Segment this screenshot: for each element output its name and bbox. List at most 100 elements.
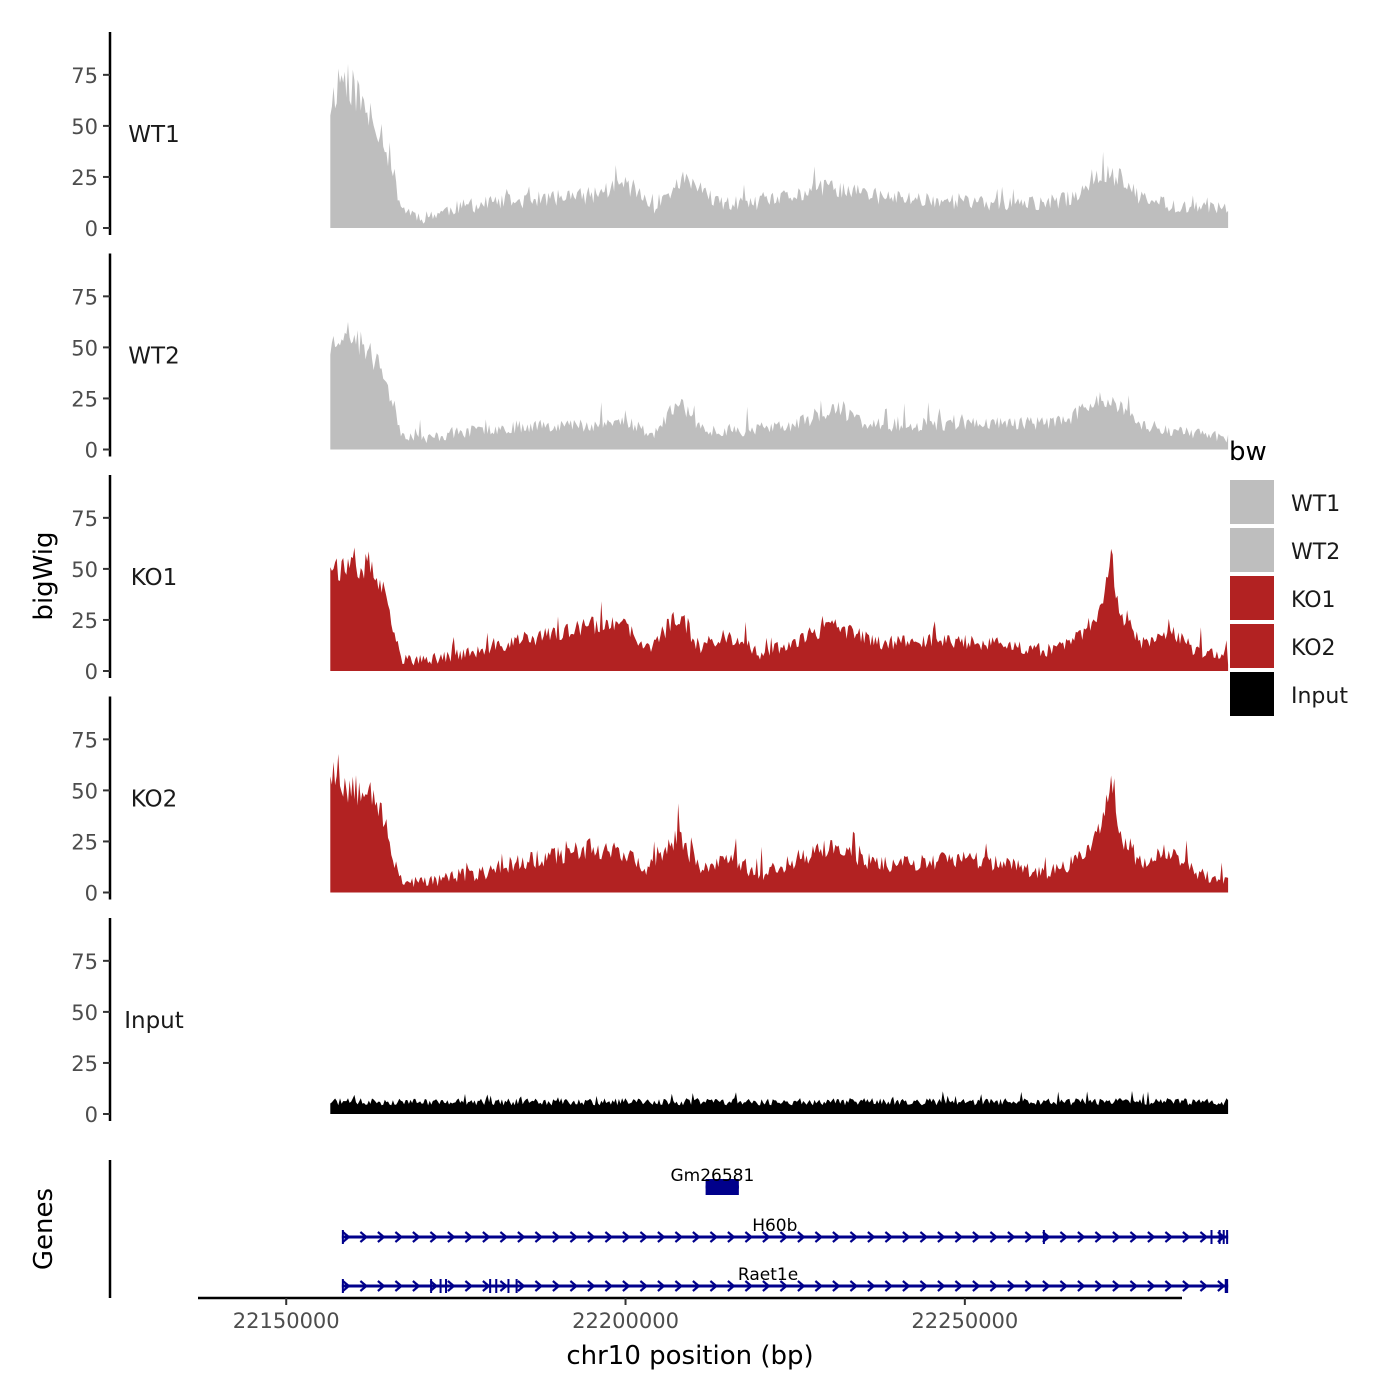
strand-arrow xyxy=(412,1280,421,1292)
y-tick-label: 25 xyxy=(71,609,98,633)
strand-arrow xyxy=(412,1231,421,1243)
strand-arrow xyxy=(814,1231,824,1243)
strand-arrow xyxy=(972,1280,981,1292)
y-tick-label: 50 xyxy=(71,115,98,139)
strand-arrow xyxy=(517,1231,526,1243)
strand-arrow xyxy=(657,1280,666,1292)
gene-exon xyxy=(1218,1230,1221,1244)
strand-arrow xyxy=(849,1231,859,1243)
strand-arrow xyxy=(394,1231,404,1243)
strand-arrow xyxy=(657,1231,666,1243)
gene-exon xyxy=(1224,1279,1229,1293)
gene-exon xyxy=(495,1279,498,1293)
strand-arrow xyxy=(709,1231,719,1243)
strand-arrow xyxy=(482,1280,491,1292)
gene-exon xyxy=(341,1230,344,1244)
x-tick-label: 22150000 xyxy=(233,1309,340,1333)
track-input: 0 25 50 75 Input xyxy=(71,918,1229,1127)
signal-area xyxy=(330,321,1229,450)
y-tick-label: 25 xyxy=(71,387,98,411)
x-tick-label: 22250000 xyxy=(911,1309,1018,1333)
strand-arrow xyxy=(1182,1280,1191,1292)
strand-arrow xyxy=(727,1280,736,1292)
y-tick-label: 50 xyxy=(71,779,98,803)
gene-label: Gm26581 xyxy=(670,1166,754,1186)
strand-arrow xyxy=(587,1231,596,1243)
track-label: WT1 xyxy=(128,122,179,148)
strand-arrow xyxy=(604,1280,614,1292)
strand-arrow xyxy=(1199,1280,1209,1292)
strand-arrow xyxy=(394,1280,404,1292)
strand-arrow xyxy=(797,1280,806,1292)
legend-swatch-wt2 xyxy=(1230,528,1274,572)
strand-arrow xyxy=(1112,1280,1121,1292)
legend-swatch-wt1 xyxy=(1230,480,1274,524)
legend-label-input: Input xyxy=(1291,684,1348,709)
strand-arrow xyxy=(867,1280,876,1292)
strand-arrow xyxy=(762,1280,771,1292)
strand-arrow xyxy=(884,1280,894,1292)
y-tick-label: 25 xyxy=(71,830,98,854)
gene-exon xyxy=(439,1279,442,1293)
strand-arrow xyxy=(779,1231,789,1243)
strand-arrow xyxy=(727,1231,736,1243)
strand-arrow xyxy=(744,1231,754,1243)
strand-arrow xyxy=(1164,1280,1174,1292)
strand-arrow xyxy=(832,1280,841,1292)
gene-exon xyxy=(489,1279,492,1293)
strand-arrow xyxy=(674,1280,684,1292)
strand-arrow xyxy=(429,1280,439,1292)
legend-label-ko1: KO1 xyxy=(1291,588,1336,613)
legend-swatch-input xyxy=(1230,672,1274,716)
y-tick-label: 75 xyxy=(71,285,98,309)
strand-arrow xyxy=(342,1231,351,1243)
signal-area xyxy=(330,547,1229,671)
gene-exon xyxy=(1222,1230,1225,1244)
strand-arrow xyxy=(1164,1231,1174,1243)
strand-arrow xyxy=(989,1280,999,1292)
x-axis-label: chr10 position (bp) xyxy=(566,1341,813,1371)
strand-arrow xyxy=(1024,1280,1034,1292)
strand-arrow xyxy=(884,1231,894,1243)
strand-arrow xyxy=(919,1280,929,1292)
gene-exon xyxy=(515,1279,518,1293)
strand-arrow xyxy=(1112,1231,1121,1243)
strand-arrow xyxy=(569,1231,579,1243)
y-tick-label: 75 xyxy=(71,950,98,974)
strand-arrow xyxy=(902,1280,911,1292)
gene-exon xyxy=(1210,1230,1213,1244)
strand-arrow xyxy=(534,1231,544,1243)
strand-arrow xyxy=(779,1280,789,1292)
strand-arrow xyxy=(377,1231,386,1243)
legend-label-wt2: WT2 xyxy=(1291,540,1340,565)
y-tick-label: 75 xyxy=(71,507,98,531)
gene-exon xyxy=(507,1279,510,1293)
gene-exon xyxy=(1226,1230,1229,1244)
track-wt1: 0 25 50 75 WT1 xyxy=(71,32,1229,241)
track-label: WT2 xyxy=(128,344,179,370)
y-tick-label: 0 xyxy=(85,1103,98,1127)
x-tick-label: 22200000 xyxy=(572,1309,679,1333)
strand-arrow xyxy=(692,1231,701,1243)
y-tick-label: 0 xyxy=(85,882,98,906)
legend-swatch-ko1 xyxy=(1230,576,1274,620)
y-tick-label: 0 xyxy=(85,439,98,463)
strand-arrow xyxy=(674,1231,684,1243)
strand-arrow xyxy=(604,1231,614,1243)
strand-arrow xyxy=(744,1280,754,1292)
strand-arrow xyxy=(1059,1231,1069,1243)
y-axis-label: bigWig xyxy=(29,531,59,620)
strand-arrow xyxy=(534,1280,544,1292)
strand-arrow xyxy=(902,1231,911,1243)
strand-arrow xyxy=(1147,1231,1156,1243)
track-ko1: 0 25 50 75 KO1 xyxy=(71,475,1229,684)
strand-arrow xyxy=(359,1280,369,1292)
gene-h60b: H60b xyxy=(341,1216,1229,1244)
strand-arrow xyxy=(937,1280,946,1292)
genes-layer: Gm26581 H60b Raet1e xyxy=(341,1166,1229,1293)
strand-arrow xyxy=(587,1280,596,1292)
strand-arrow xyxy=(762,1231,771,1243)
strand-arrow xyxy=(569,1280,579,1292)
genes-axis-label: Genes xyxy=(29,1188,59,1270)
signal-area xyxy=(330,1090,1229,1114)
